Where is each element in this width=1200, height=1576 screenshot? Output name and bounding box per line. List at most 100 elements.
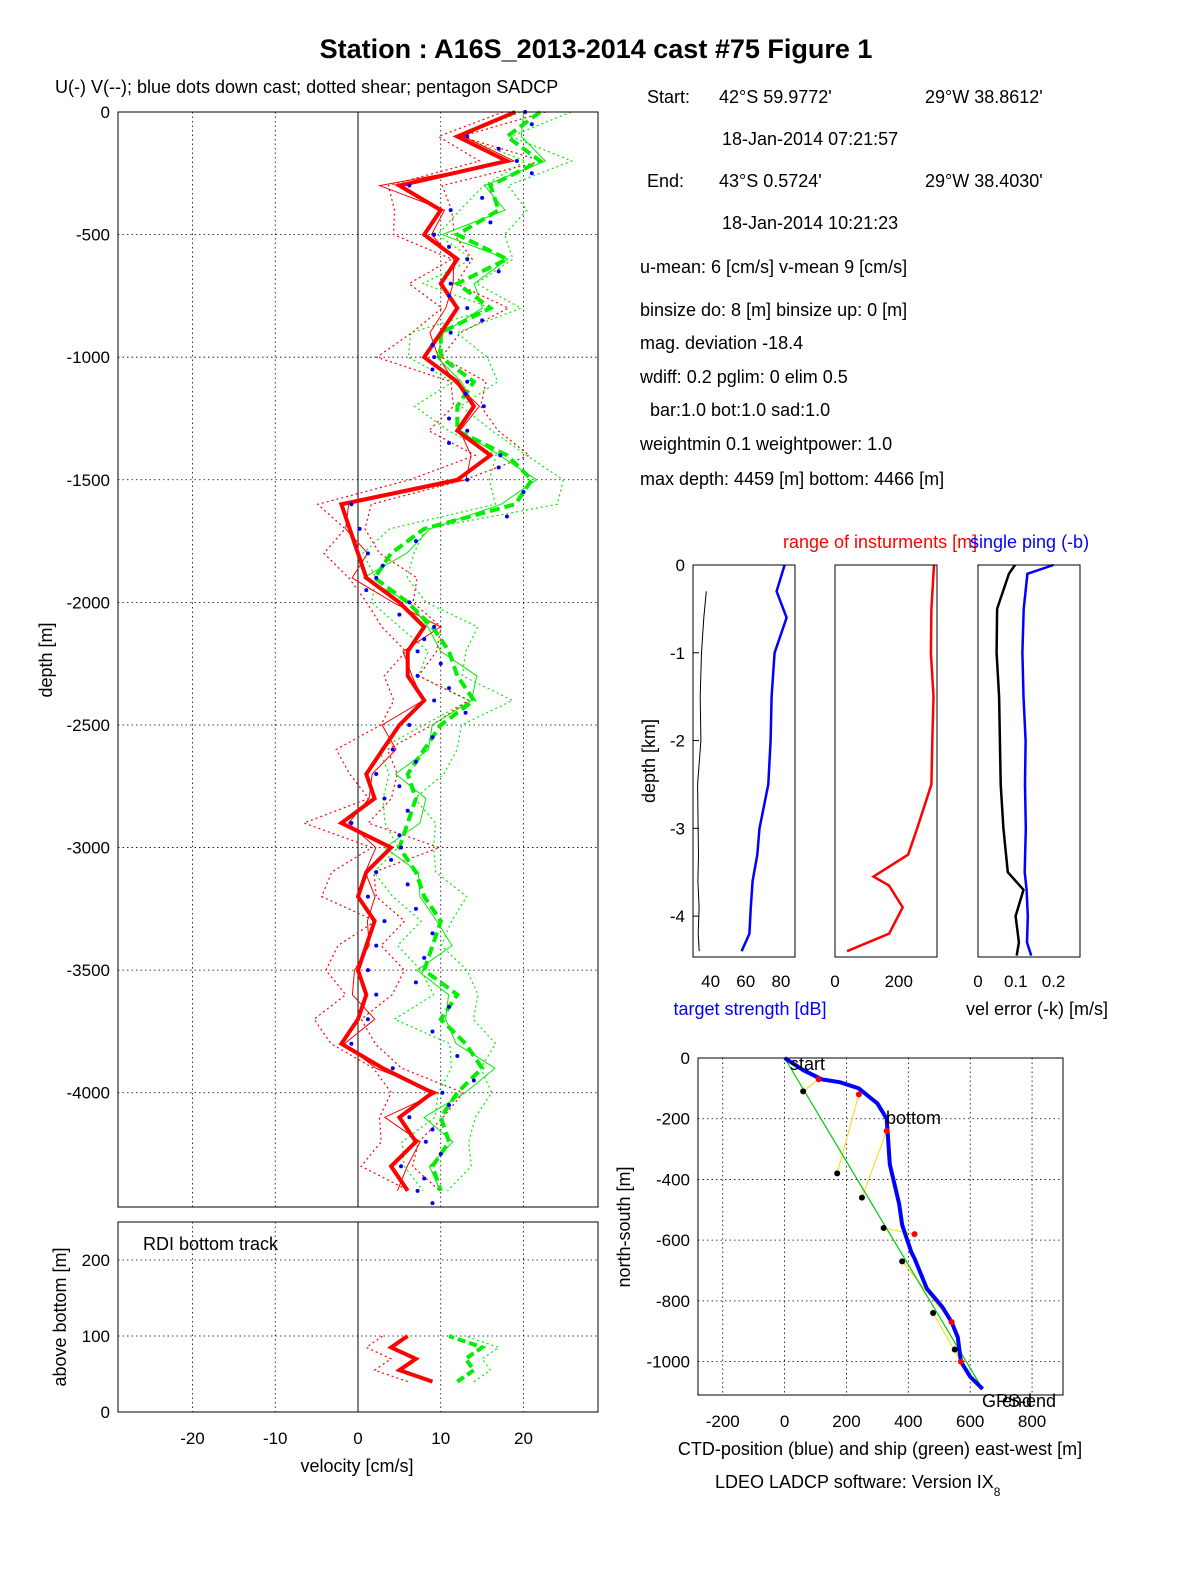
ctd-track-line: [783, 1056, 984, 1391]
downcast-point: [529, 122, 534, 127]
downcast-point: [448, 281, 453, 286]
downcast-point: [447, 244, 452, 249]
positions-xlabel: CTD-position (blue) and ship (green) eas…: [678, 1439, 1082, 1459]
v-velocity-series-line: [371, 110, 544, 1192]
velocity-tick-label: 0: [353, 1429, 362, 1448]
downcast-panel-series-line: [1021, 563, 1054, 956]
annotation-start: start: [790, 1054, 825, 1074]
north-south-tick-label: -200: [656, 1110, 690, 1129]
annotation-end: end: [1002, 1391, 1032, 1411]
downcast-point: [407, 600, 412, 605]
depth-km-tick-label: -1: [670, 644, 685, 663]
ship-position-point: [834, 1170, 841, 1177]
downcast-point: [438, 661, 443, 666]
downcast-point: [415, 649, 420, 654]
depth-tick-label: -1500: [67, 471, 110, 490]
velocity-profile-chart: -20 -10 0 10 200-500-1000-1500-2000-2500-300…: [36, 103, 599, 1448]
u-velocity-series-line: [337, 110, 516, 1192]
east-west-tick-label: 400: [894, 1412, 922, 1431]
downcast-point: [380, 563, 385, 568]
downcast-point: [407, 1115, 412, 1120]
black-panel-series-line: [697, 591, 707, 952]
downcast-point: [390, 747, 395, 752]
info-line: u-mean: 6 [cm/s] v-mean 9 [cm/s]: [640, 257, 907, 277]
main-subtitle: U(-) V(--); blue dots down cast; dotted …: [55, 77, 558, 97]
footer-software: LDEO LADCP software: Version IX8: [715, 1472, 1001, 1499]
info-line: weightmin 0.1 weightpower: 1.0: [639, 434, 892, 454]
annotation-bottom: bottom: [886, 1108, 941, 1128]
downcast-point: [447, 1004, 452, 1009]
small-panel-tick-label: 0.1: [1004, 972, 1028, 991]
downcast-point: [415, 1188, 420, 1193]
downcast-point: [481, 404, 486, 409]
downcast-point: [432, 232, 437, 237]
north-south-tick-label: -1000: [647, 1353, 690, 1372]
ctd-position-point: [883, 1127, 890, 1134]
downcast-point: [447, 1103, 452, 1108]
above-bottom-tick-label: 200: [82, 1251, 110, 1270]
above-bottom-tick-label: 0: [101, 1403, 110, 1422]
downcast-point: [407, 183, 412, 188]
downcast-point: [480, 318, 485, 323]
downcast-point: [498, 453, 503, 458]
downcast-point: [397, 833, 402, 838]
bottom-v-series-line: [448, 1334, 487, 1384]
bottom-track-ylabel: above bottom [m]: [50, 1247, 70, 1386]
page-title: Station : A16S_2013-2014 cast #75 Figure…: [320, 34, 873, 64]
info-block: Start: 42°S 59.9772' 29°W 38.8612' 18-Ja…: [639, 87, 1043, 489]
depth-tick-label: -3500: [67, 961, 110, 980]
east-west-tick-label: -200: [706, 1412, 740, 1431]
velocity-profile-ylabel: depth [m]: [36, 622, 56, 697]
positions-frame: [697, 1057, 1064, 1396]
downcast-point: [430, 1201, 435, 1206]
instrument-range-frame: [834, 564, 938, 958]
downcast-point: [374, 772, 379, 777]
depth-tick-label: -2000: [67, 593, 110, 612]
downcast-point: [382, 796, 387, 801]
downcast-point: [496, 146, 501, 151]
depth-km-tick-label: -3: [670, 819, 685, 838]
positions-chart: -200 0 200 400 600 8000-200-400-600-800-1000 …: [614, 1049, 1082, 1459]
velocity-error-frame: [977, 564, 1081, 958]
positions-ylabel: north-south [m]: [614, 1166, 634, 1287]
downcast-point: [365, 551, 370, 556]
bottom-track-frame: [117, 1221, 599, 1413]
velocity-tick-label: 10: [431, 1429, 450, 1448]
depth-km-tick-label: -2: [670, 732, 685, 751]
downcast-point: [430, 1127, 435, 1132]
footer-subscript: 8: [994, 1485, 1001, 1499]
bottom-u-series-line: [387, 1334, 434, 1384]
info-end-time: 18-Jan-2014 10:21:23: [722, 213, 898, 233]
small-panel-tick-label: 0: [830, 972, 839, 991]
ctd-position-point: [855, 1091, 862, 1098]
ship-position-point: [858, 1194, 865, 1201]
bottom-track-xlabel: velocity [cm/s]: [300, 1456, 413, 1476]
downcast-point: [413, 759, 418, 764]
downcast-point: [374, 992, 379, 997]
north-south-tick-label: -600: [656, 1231, 690, 1250]
small-panel-tick-label: 0.2: [1042, 972, 1066, 991]
target-strength-frame: [692, 564, 796, 958]
depth-tick-label: -3000: [67, 839, 110, 858]
downcast-point: [413, 906, 418, 911]
downcast-point: [399, 1164, 404, 1169]
downcast-point: [430, 931, 435, 936]
velocity-error-xlabel: vel error (-k) [m/s]: [966, 999, 1108, 1019]
ship-position-point: [800, 1088, 807, 1095]
bottom-track-title: RDI bottom track: [143, 1234, 279, 1254]
info-end-lat: 43°S 0.5724': [719, 171, 822, 191]
info-start-label: Start:: [647, 87, 690, 107]
annotation-gps-end: GPS-end: [982, 1391, 1056, 1411]
ship-position-point: [930, 1310, 937, 1317]
depth-tick-label: -1000: [67, 348, 110, 367]
downcast-point: [390, 1066, 395, 1071]
downcast-point: [514, 159, 519, 164]
downcast-panel-series-line: [740, 564, 788, 952]
downcast-point: [465, 134, 470, 139]
downcast-point: [422, 955, 427, 960]
target-strength-ylabel: depth [km]: [639, 719, 659, 803]
depth-tick-label: -4000: [67, 1084, 110, 1103]
downcast-point: [365, 968, 370, 973]
